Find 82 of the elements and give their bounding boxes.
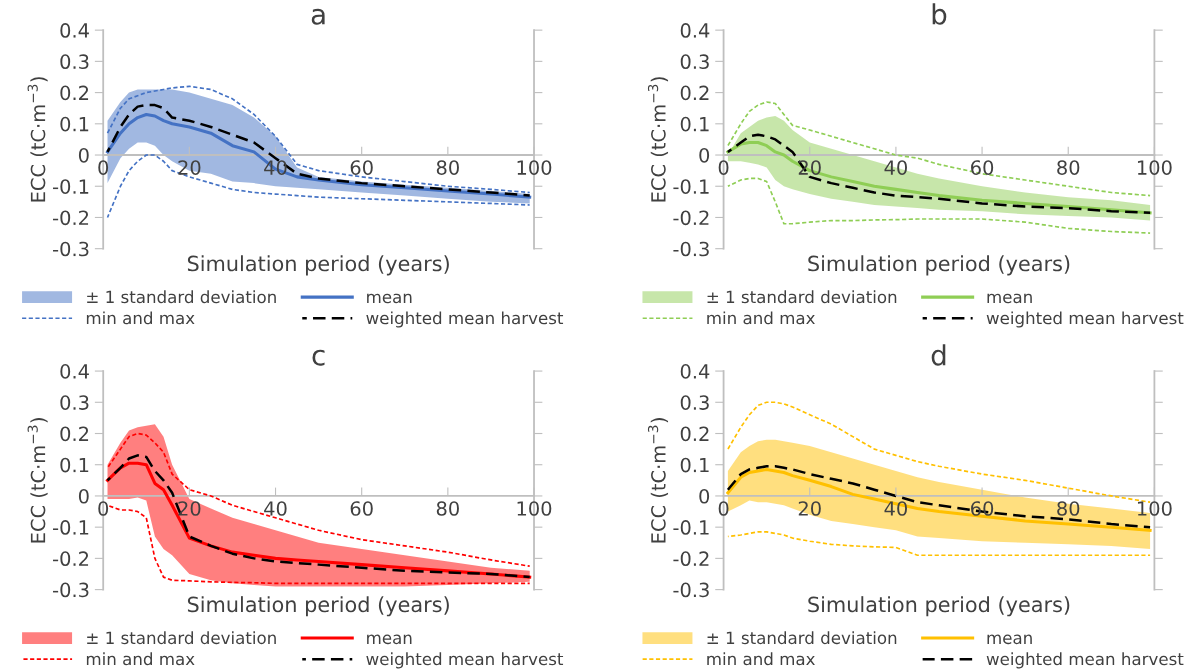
x-tick-label: 80 <box>1057 160 1080 175</box>
y-tick-label: -0.3 <box>53 582 89 598</box>
legend-label: min and max <box>707 652 815 666</box>
y-tick-label: 0.2 <box>60 85 89 101</box>
legend-label: weighted mean harvest <box>986 311 1184 328</box>
y-tick-label: 0.1 <box>60 457 89 473</box>
x-tick-label: 60 <box>971 501 994 516</box>
y-tick-label: -0.2 <box>53 210 89 226</box>
y-tick-label: 0.4 <box>60 364 89 379</box>
x-tick-label: 60 <box>350 160 373 175</box>
y-axis-title: ECC (tC·m$^{−3}$) <box>647 418 669 543</box>
y-tick-label: -0.2 <box>673 210 709 226</box>
y-tick-label: -0.2 <box>53 551 89 567</box>
x-tick-label: 100 <box>517 501 552 516</box>
y-tick-label: 0.4 <box>680 23 710 38</box>
y-tick-label: -0.3 <box>53 241 89 257</box>
x-tick-label: 100 <box>1137 160 1172 175</box>
text: ± 1 standard deviation <box>707 290 897 304</box>
y-tick-label: 0.2 <box>680 426 709 442</box>
text: ± 1 standard deviation <box>707 631 897 645</box>
y-axis-title: ECC (tC·m$^{−3}$) <box>27 77 48 202</box>
x-tick-label: 0 <box>98 501 109 516</box>
x-axis-title: Simulation period (years) <box>187 255 449 276</box>
y-tick-label: -0.1 <box>673 520 709 535</box>
x-tick-label: 100 <box>1137 501 1172 516</box>
legend-label: min and max <box>86 652 195 666</box>
chart-title: c <box>312 349 325 366</box>
y-axis-title: ECC (tC·m$^{−3}$) <box>647 77 669 202</box>
x-tick-label: 60 <box>971 160 994 175</box>
y-tick-label: 0.3 <box>60 395 89 410</box>
legend-label: mean <box>367 634 412 645</box>
x-tick-label: 80 <box>436 501 459 516</box>
text: ± 1 standard deviation <box>87 290 276 304</box>
y-tick-label: -0.2 <box>673 551 709 567</box>
legend-label: min and max <box>707 311 815 325</box>
y-tick-label: 0.3 <box>60 54 89 70</box>
text: ± 1 standard deviation <box>87 631 276 645</box>
y-tick-label: 0.4 <box>60 23 89 38</box>
y-tick-label: 0 <box>78 147 89 163</box>
x-tick-label: 20 <box>798 501 821 516</box>
y-tick-label: 0.4 <box>680 364 710 379</box>
x-tick-label: 0 <box>718 501 729 516</box>
y-tick-label: 0.1 <box>680 116 709 132</box>
x-tick-label: 80 <box>436 160 459 175</box>
y-tick-label: 0.2 <box>680 85 709 101</box>
legend-label: mean <box>367 293 412 304</box>
x-tick-label: 0 <box>718 160 729 175</box>
y-tick-label: -0.1 <box>53 179 89 194</box>
y-tick-label: 0.1 <box>60 116 89 132</box>
legend-label: mean <box>987 634 1032 645</box>
x-axis-title: Simulation period (years) <box>808 596 1070 617</box>
y-tick-label: 0 <box>78 488 89 504</box>
x-axis-title: Simulation period (years) <box>808 255 1070 276</box>
y-tick-label: 0.1 <box>680 457 709 473</box>
legend-label: weighted mean harvest <box>366 311 564 328</box>
y-tick-label: 0 <box>699 147 710 163</box>
x-tick-label: 40 <box>884 160 907 175</box>
y-tick-label: -0.1 <box>53 520 89 535</box>
legend-label: mean <box>987 293 1032 304</box>
y-tick-label: -0.3 <box>673 241 709 257</box>
line-series <box>727 177 1151 234</box>
x-tick-label: 80 <box>1057 501 1080 516</box>
chart-title: a <box>311 8 325 25</box>
chart-title: d <box>931 344 946 366</box>
y-tick-label: -0.1 <box>673 179 709 194</box>
x-tick-label: 60 <box>350 501 373 516</box>
legend-label: weighted mean harvest <box>986 652 1184 669</box>
y-tick-label: 0.3 <box>680 54 709 70</box>
y-tick-label: -0.3 <box>673 582 709 598</box>
y-tick-label: 0.2 <box>60 426 89 442</box>
chart-title: b <box>932 3 947 25</box>
x-tick-label: 100 <box>517 160 552 175</box>
legend-label: weighted mean harvest <box>366 652 564 669</box>
x-tick-label: 0 <box>98 160 109 175</box>
y-tick-label: 0.3 <box>680 395 709 410</box>
legend-label: min and max <box>86 311 195 325</box>
x-tick-label: 40 <box>884 501 907 516</box>
x-axis-title: Simulation period (years) <box>187 596 449 617</box>
y-tick-label: 0 <box>699 488 710 504</box>
x-tick-label: 40 <box>264 501 287 516</box>
line-series <box>727 531 1151 557</box>
y-axis-title: ECC (tC·m$^{−3}$) <box>27 418 48 543</box>
